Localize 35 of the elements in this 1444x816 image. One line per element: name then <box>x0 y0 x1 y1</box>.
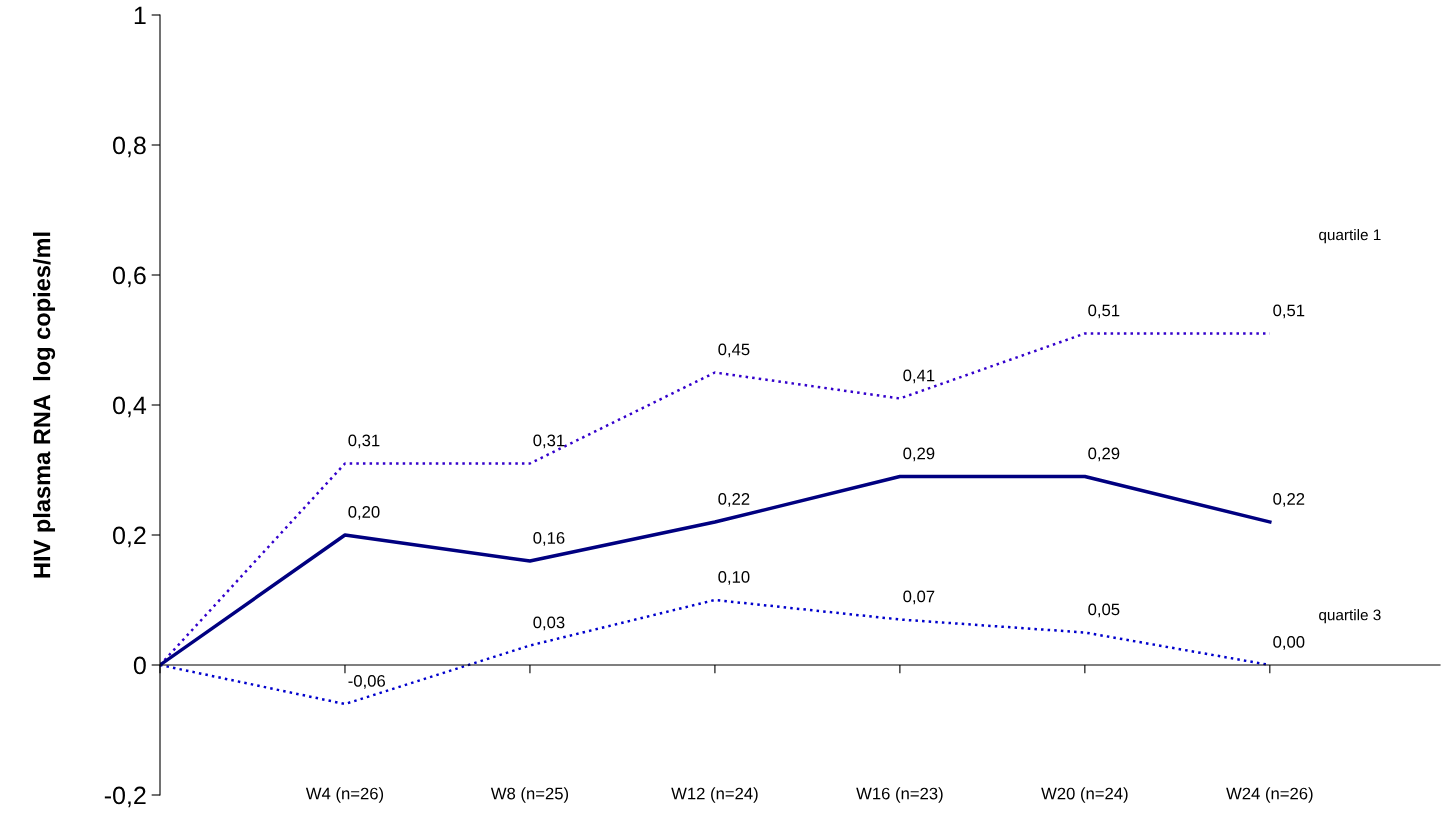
y-tick-label: -0,2 <box>104 786 146 808</box>
data-label: 0,51 <box>1088 304 1120 319</box>
data-label: 0,29 <box>903 447 935 462</box>
data-label: 0,29 <box>1088 447 1120 462</box>
x-tick-label: W24 (n=26) <box>1226 787 1313 803</box>
data-label: 0,20 <box>348 506 380 520</box>
y-axis-title: HIV plasma RNA log copies/ml <box>33 232 56 578</box>
y-tick-label: 0,2 <box>113 526 146 548</box>
data-label: 0,41 <box>903 369 935 384</box>
data-label: 0,22 <box>1273 493 1305 507</box>
data-label: 0,22 <box>718 493 750 507</box>
data-label: 0,05 <box>1088 603 1120 618</box>
data-label: 0,07 <box>903 590 935 605</box>
y-tick-label: 1 <box>134 6 146 25</box>
y-tick-label: 0,4 <box>113 396 147 418</box>
y-tick-label: 0,8 <box>113 136 146 158</box>
data-label: 0,10 <box>718 571 750 585</box>
text: quartile 1 <box>1319 228 1381 244</box>
data-label: 0,45 <box>718 343 750 358</box>
x-tick-label: W4 (n=26) <box>305 787 384 803</box>
data-label: 0,00 <box>1273 636 1305 650</box>
x-tick-label: W8 (n=25) <box>490 787 569 803</box>
data-label: 0,16 <box>533 532 565 546</box>
data-label: 0,51 <box>1273 304 1305 319</box>
text: quartile 3 <box>1319 609 1381 624</box>
y-tick-label: 0,6 <box>113 266 146 288</box>
x-tick-label: W20 (n=24) <box>1041 787 1128 803</box>
line-series <box>160 474 1272 667</box>
y-tick-label: 0 <box>133 656 146 675</box>
data-label: 0,31 <box>348 434 380 449</box>
data-label: 0,03 <box>533 616 565 631</box>
data-label: -0,06 <box>348 675 385 689</box>
x-tick-label: W16 (n=23) <box>856 787 943 803</box>
x-tick-label: W12 (n=24) <box>671 787 758 803</box>
data-label: 0,31 <box>533 434 565 449</box>
